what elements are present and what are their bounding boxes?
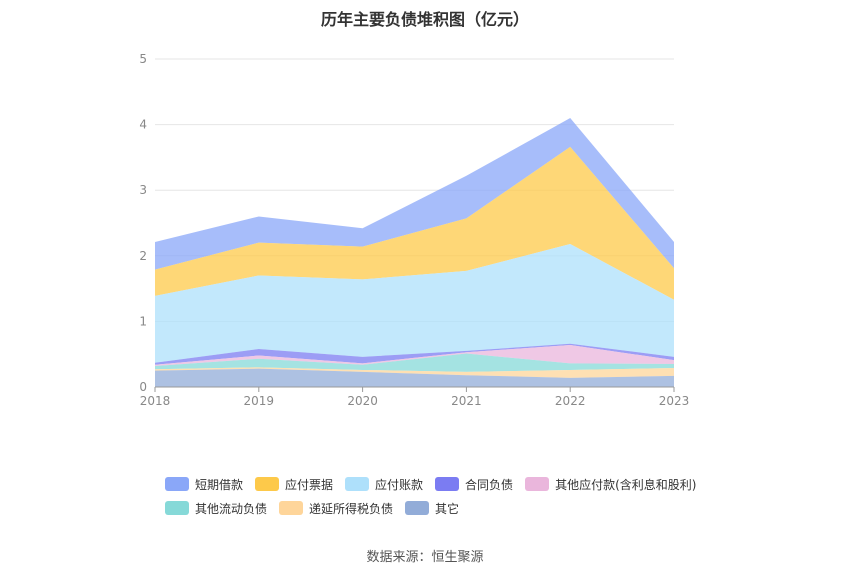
legend-swatch [165,501,189,515]
y-tick-label: 2 [139,249,147,263]
legend-label: 应付票据 [285,477,334,492]
legend-swatch [279,501,304,515]
area-series-其他应付款(含利息和股利) [155,345,674,367]
legend-item[interactable]: 递延所得税负债 [279,500,393,517]
legend-label: 递延所得税负债 [309,501,394,516]
legend-swatch [525,477,550,491]
y-tick-label: 3 [139,183,147,197]
x-tick-label: 2021 [451,394,482,408]
area-series-应付票据 [155,146,674,300]
legend-item[interactable]: 其他应付款(含利息和股利) [525,476,696,493]
legend-label: 合同负债 [465,477,514,492]
x-tick-label: 2020 [347,394,378,408]
x-tick-label: 2023 [659,394,690,408]
legend-swatch [435,477,460,491]
data-source-note: 数据来源：恒生聚源 [366,550,484,565]
x-tick-label: 2019 [244,394,275,408]
y-tick-label: 5 [139,52,147,66]
y-tick-label: 4 [139,118,147,132]
legend-row: 短期借款 应付票据 应付账款 合同负债 其他应付款(含利息和股利) [165,472,725,496]
legend-swatch [345,477,370,491]
legend-label: 其它 [435,501,460,516]
chart-title: 历年主要负债堆积图（亿元） [320,10,529,29]
legend-row: 其他流动负债 递延所得税负债 其它 [165,496,725,520]
x-tick-label: 2022 [555,394,586,408]
legend-item[interactable]: 合同负债 [435,476,513,493]
area-series-递延所得税负债 [155,367,674,378]
legend-label: 其他流动负债 [195,501,268,516]
legend: 短期借款 应付票据 应付账款 合同负债 其他应付款(含利息和股利) 其他流动负债 递延所得… [165,472,725,520]
legend-item[interactable]: 短期借款 [165,476,243,493]
legend-label: 其他应付款(含利息和股利) [555,477,697,492]
legend-label: 应付账款 [375,477,424,492]
legend-label: 短期借款 [195,477,244,492]
legend-swatch [405,501,430,515]
legend-item[interactable]: 其他流动负债 [165,500,267,517]
legend-item[interactable]: 应付票据 [255,476,333,493]
y-tick-label: 0 [139,380,147,394]
area-series-其它 [155,368,674,387]
x-tick-label: 2018 [140,394,171,408]
legend-item[interactable]: 应付账款 [345,476,423,493]
legend-swatch [165,477,189,491]
area-series-短期借款 [155,118,674,270]
area-series-应付账款 [155,243,674,363]
y-tick-label: 1 [139,314,147,328]
legend-item[interactable]: 其它 [405,500,459,517]
area-series-合同负债 [155,343,674,365]
area-series-其他流动负债 [155,353,674,372]
legend-swatch [255,477,280,491]
